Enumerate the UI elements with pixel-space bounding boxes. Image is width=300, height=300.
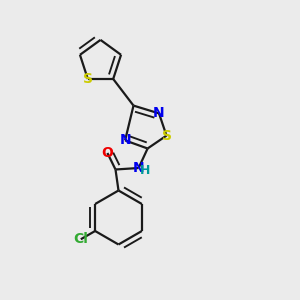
Text: Cl: Cl — [74, 232, 88, 246]
Text: S: S — [161, 129, 172, 142]
Text: N: N — [133, 161, 144, 175]
Text: N: N — [153, 106, 165, 120]
Text: O: O — [101, 146, 113, 160]
Text: N: N — [119, 134, 131, 147]
Text: H: H — [140, 164, 150, 177]
Text: S: S — [83, 72, 93, 86]
